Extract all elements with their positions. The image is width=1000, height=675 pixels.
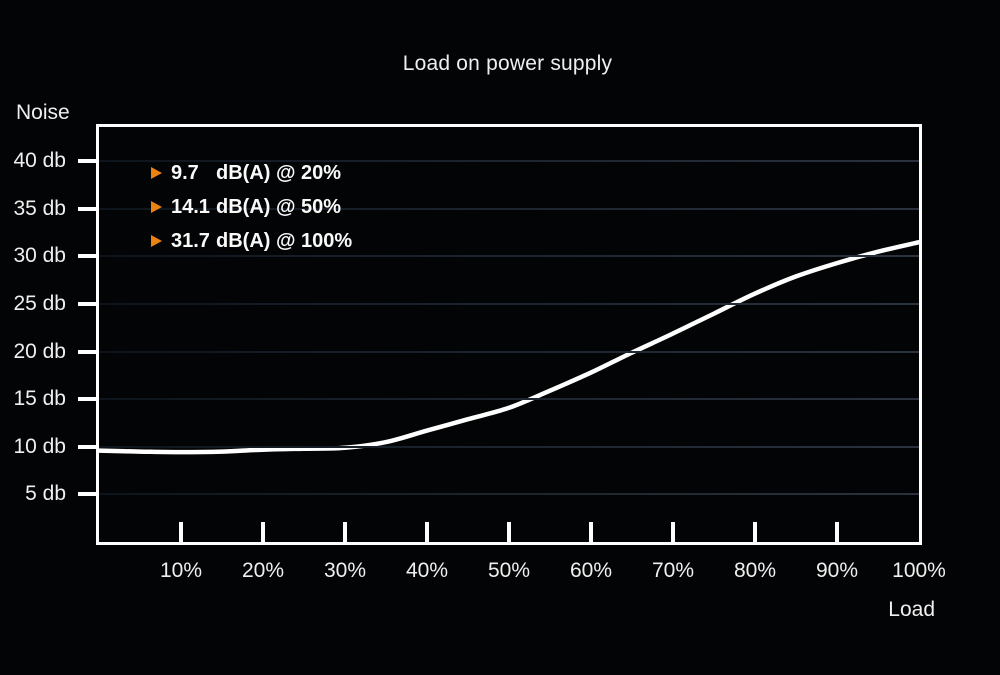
gridline	[99, 303, 919, 306]
y-axis-tick	[78, 492, 96, 497]
legend-value: 9.7	[171, 161, 199, 184]
legend-value: 14.1	[171, 195, 210, 218]
x-axis-tick	[753, 522, 757, 542]
x-axis-tick	[671, 522, 675, 542]
y-axis-tick-label: 40 db	[13, 149, 66, 173]
x-axis-tick-label: 100%	[892, 559, 946, 582]
right-triangle-icon	[151, 201, 162, 213]
x-axis-tick-label: 10%	[159, 559, 203, 582]
gridline	[99, 493, 919, 496]
gridline	[99, 398, 919, 401]
chart-title: Load on power supply	[402, 52, 613, 75]
gridline	[99, 255, 919, 258]
y-axis-tick-label: 30 db	[13, 244, 66, 268]
gridline	[99, 350, 919, 353]
y-axis-tick-label: 15 db	[13, 387, 66, 411]
x-axis-tick-label: 90%	[815, 559, 859, 582]
gridline	[99, 445, 919, 448]
x-axis-tick	[835, 522, 839, 542]
right-triangle-icon	[151, 235, 162, 247]
y-axis-tick	[78, 397, 96, 402]
y-axis-tick-label: 20 db	[13, 339, 66, 363]
x-axis-tick-label: 20%	[241, 559, 285, 582]
y-axis-tick	[78, 254, 96, 259]
x-axis-tick	[261, 522, 265, 542]
x-axis-tick	[425, 522, 429, 542]
x-axis-tick-label: 30%	[323, 559, 367, 582]
y-axis-title: Noise	[16, 101, 70, 124]
y-axis-tick	[78, 444, 96, 449]
x-axis-tick-label: 70%	[651, 559, 695, 582]
x-axis-tick	[343, 522, 347, 542]
y-axis-tick	[78, 159, 96, 164]
legend-item: 31.7 dB(A) @ 100%	[151, 224, 352, 258]
y-axis-tick	[78, 206, 96, 211]
legend-label: dB(A) @ 100%	[216, 229, 353, 252]
y-axis-tick-label: 25 db	[13, 292, 66, 316]
noise-curve	[99, 239, 919, 455]
legend-value: 31.7	[171, 229, 210, 252]
y-axis-tick-label: 10 db	[13, 434, 66, 458]
x-axis-tick	[179, 522, 183, 542]
legend-item: 9.7 dB(A) @ 20%	[151, 156, 352, 190]
x-axis-title: Load	[888, 598, 935, 621]
y-axis-tick	[78, 349, 96, 354]
x-axis-tick-label: 50%	[487, 559, 531, 582]
x-axis-tick	[589, 522, 593, 542]
y-axis-tick	[78, 302, 96, 307]
plot-area	[96, 124, 922, 545]
x-axis-tick-label: 40%	[405, 559, 449, 582]
noise-curve-canvas	[99, 239, 919, 455]
legend: 9.7 dB(A) @ 20% 14.1 dB(A) @ 50% 31.7 dB(A) @…	[151, 156, 352, 258]
legend-item: 14.1 dB(A) @ 50%	[151, 190, 352, 224]
gridline	[99, 207, 919, 210]
x-axis-tick-label: 60%	[569, 559, 613, 582]
gridline	[99, 160, 919, 163]
y-axis-tick-label: 5 db	[25, 482, 66, 506]
right-triangle-icon	[151, 167, 162, 179]
legend-label: dB(A) @ 20%	[216, 161, 342, 184]
legend-label: dB(A) @ 50%	[216, 195, 342, 218]
x-axis-tick-label: 80%	[733, 559, 777, 582]
x-axis-tick	[507, 522, 511, 542]
y-axis-tick-label: 35 db	[13, 196, 66, 220]
